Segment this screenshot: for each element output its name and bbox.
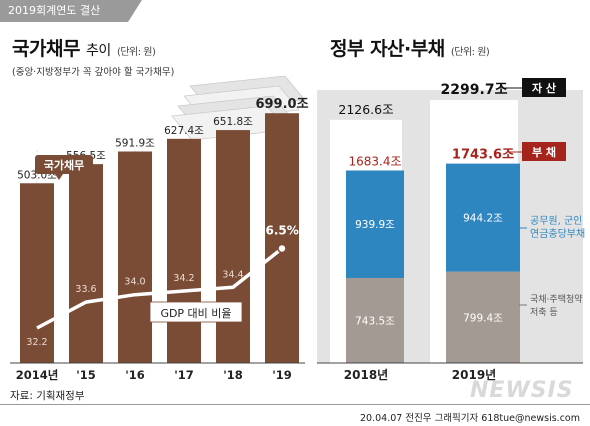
liability-value-label: 1743.6조 (452, 148, 514, 163)
right-title-main: 정부 자산·부채 (330, 38, 445, 60)
debt-value-label: 651.8조 (213, 116, 253, 128)
x-tick-label: '15 (76, 368, 96, 382)
gdp-ratio-endpoint (277, 243, 287, 254)
asset-tag-label: 자 산 (532, 81, 556, 95)
pension-bar (446, 163, 520, 272)
x-tick-label: 2014년 (16, 368, 59, 382)
right-title-unit: (단위: 원) (450, 47, 490, 58)
debt-bar (216, 130, 250, 363)
housing-bar (346, 277, 404, 363)
gdp-ratio-label: 34.2 (173, 273, 194, 284)
asset-value-label: 2299.7조 (441, 82, 508, 98)
housing-value-label: 743.5조 (355, 315, 395, 327)
pension-value-label: 944.2조 (463, 213, 503, 225)
footer-divider (0, 404, 590, 405)
left-title-unit: (단위: 원) (116, 47, 156, 58)
debt-badge-label: 국가채무 (44, 158, 84, 172)
x-tick-label: '18 (223, 368, 243, 382)
housing-bar (446, 271, 520, 363)
debt-badge (35, 155, 93, 174)
housing-value-label: 799.4조 (463, 312, 503, 324)
gdp-ratio-label: 33.6 (75, 284, 96, 295)
gdp-ratio-label: 34.4 (222, 269, 243, 280)
left-title-sub: 추이 (86, 43, 111, 59)
pension-bar (346, 170, 404, 278)
gdp-ratio-label: 34.0 (124, 277, 145, 288)
pension-legend-label: 공무원, 군인 연금충당부채 (530, 215, 585, 240)
asset-value-label: 2126.6조 (338, 102, 393, 117)
liability-value-label: 1683.4조 (348, 155, 401, 169)
x-tick-label: 2018년 (344, 368, 388, 382)
credit-text: 20.04.07 전진우 그래픽기자 618tue@newsis.com (360, 413, 580, 424)
debt-value-label: 627.4조 (164, 125, 204, 137)
debt-bar (20, 183, 54, 363)
debt-value-label: 699.0조 (255, 97, 308, 112)
right-panel-title: 정부 자산·부채 (단위: 원) (330, 34, 490, 61)
debt-bar (265, 113, 299, 363)
gdp-ratio-line (36, 247, 284, 330)
section-tag: 2019회계연도 결산 (0, 0, 142, 22)
debt-value-label: 591.9조 (115, 137, 155, 149)
left-panel-title: 국가채무 추이 (단위: 원) (12, 34, 156, 61)
debt-bar (167, 138, 201, 363)
pension-value-label: 939.9조 (355, 219, 395, 231)
debt-bar (69, 164, 103, 363)
liability-tag-label: 부 채 (532, 145, 556, 159)
housing-legend-label: 국채·주택청약 저축 등 (530, 293, 583, 318)
x-tick-label: '19 (272, 368, 292, 382)
debt-bar (118, 151, 152, 363)
liability-tag (522, 142, 566, 161)
asset-tag (522, 78, 566, 97)
gdp-ratio-legend-box (149, 301, 243, 323)
debt-badge-pointer (55, 174, 63, 180)
left-note: (중앙·지방정부가 꼭 갚아야 할 국가채무) (12, 67, 175, 78)
x-tick-label: 2019년 (452, 368, 496, 382)
left-title-main: 국가채무 (12, 38, 80, 60)
source-text: 자료: 기획재정부 (10, 390, 85, 402)
x-tick-label: '16 (125, 368, 145, 382)
gdp-ratio-label: 36.5% (257, 223, 299, 237)
x-tick-label: '17 (174, 368, 194, 382)
gdp-ratio-legend-label: GDP 대비 비율 (160, 307, 231, 320)
gdp-ratio-label: 32.2 (26, 337, 47, 348)
newsis-logo: NEWSIS (470, 378, 574, 403)
